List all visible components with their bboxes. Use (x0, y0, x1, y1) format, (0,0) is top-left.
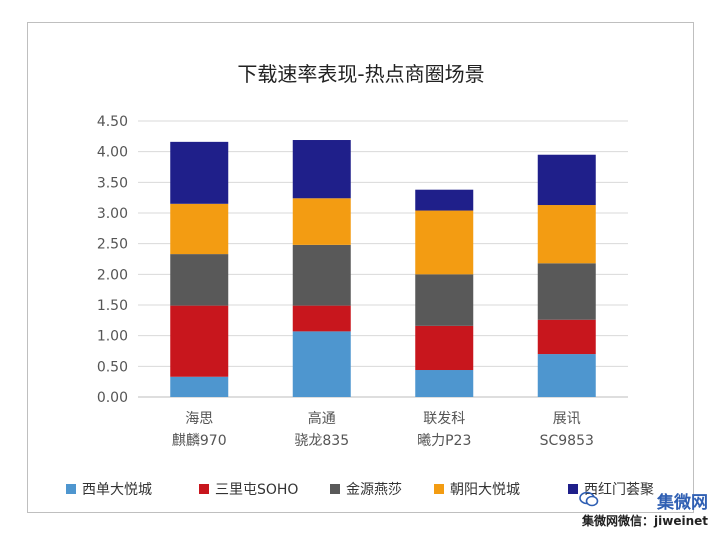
y-tick-label: 1.00 (97, 329, 128, 345)
watermark-brand: 集微网 (657, 493, 708, 513)
y-tick-label: 0.00 (97, 390, 128, 406)
bar-segment (292, 198, 351, 245)
bar-segment (170, 203, 229, 255)
bar-segment (170, 254, 229, 306)
y-tick-label: 2.50 (97, 237, 128, 253)
legend-label: 朝阳大悦城 (450, 482, 520, 498)
legend-label: 西单大悦城 (82, 482, 152, 498)
y-tick-label: 4.50 (97, 114, 128, 130)
legend-label: 金源燕莎 (346, 482, 402, 498)
legend-swatch (330, 484, 340, 494)
bar-segment (170, 376, 229, 397)
bar-segment (170, 305, 229, 377)
bar-segment (415, 210, 474, 275)
y-tick-label: 4.00 (97, 145, 128, 161)
bar-segment (537, 263, 596, 320)
legend-label: 三里屯SOHO (215, 482, 298, 498)
legend-swatch (568, 484, 578, 494)
category-label: 联发科 (423, 411, 465, 427)
bar-segment (415, 189, 474, 211)
watermark-wechat-line: 集微网微信：jiweinet (582, 514, 708, 528)
y-tick-label: 3.00 (97, 206, 128, 222)
legend-label: 西红门荟聚 (584, 481, 654, 498)
bar-segment (292, 140, 351, 199)
wechat-icon (579, 491, 599, 507)
category-label: 曦力P23 (417, 433, 471, 449)
category-label: 骁龙835 (294, 433, 349, 449)
bar-segment (537, 319, 596, 355)
y-tick-label: 1.50 (97, 298, 128, 314)
chart-title: 下载速率表现-热点商圈场景 (237, 62, 484, 86)
bar-segment (537, 354, 596, 397)
category-label: SC9853 (540, 433, 594, 449)
stacked-bar-chart: 下载速率表现-热点商圈场景 0.00 0.50 1.00 1.50 2.00 2.50 3.… (66, 62, 654, 498)
bar-segment (292, 244, 351, 306)
chart-frame: 下载速率表现-热点商圈场景 0.00 0.50 1.00 1.50 2.00 2.50 3.… (27, 22, 694, 513)
category-label: 海思 (185, 411, 213, 427)
legend-swatch (66, 484, 76, 494)
legend-swatch (434, 484, 444, 494)
bar-segment (415, 274, 474, 326)
bar-segment (292, 305, 351, 332)
bar-segment (170, 141, 229, 204)
category-label: 展讯 (553, 411, 581, 427)
category-label: 麒麟970 (172, 433, 227, 449)
y-tick-label: 0.50 (97, 359, 128, 375)
y-tick-label: 3.50 (97, 175, 128, 191)
bar-segment (537, 154, 596, 206)
watermark: 集微网 集微网微信：jiweinet (557, 488, 712, 532)
bar-segment (292, 331, 351, 397)
bar-segment (415, 370, 474, 397)
y-tick-label: 2.00 (97, 267, 128, 283)
bar-segment (537, 205, 596, 264)
legend-swatch (199, 484, 209, 494)
category-label: 高通 (308, 410, 336, 427)
bar-segment (415, 325, 474, 371)
